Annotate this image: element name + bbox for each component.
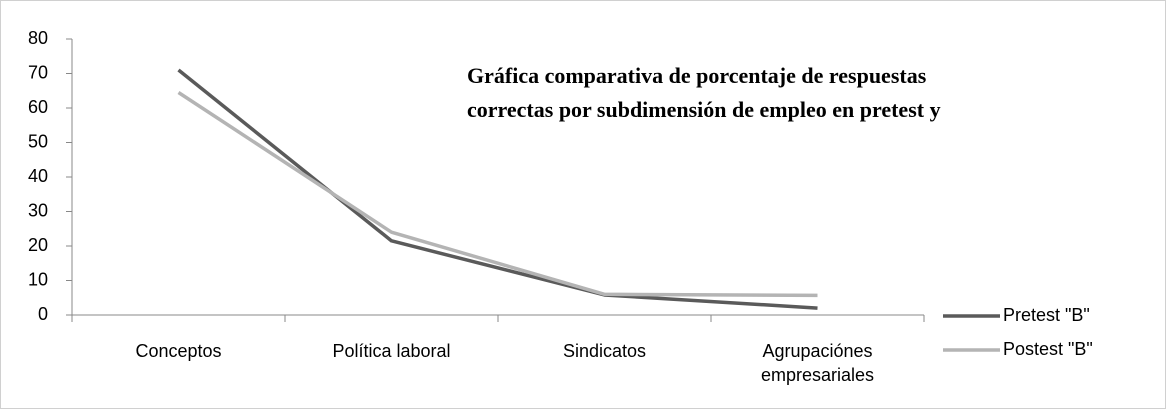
y-tick-label: 0 — [38, 304, 48, 324]
legend-label: Postest "B" — [1003, 339, 1093, 359]
series-line — [177, 91, 818, 298]
chart-title: Gráfica comparativa de porcentaje de res… — [467, 63, 927, 88]
y-tick-label: 20 — [28, 235, 48, 255]
y-tick-label: 50 — [28, 131, 48, 151]
chart-title: correctas por subdimensión de empleo en … — [467, 97, 941, 122]
y-tick-label: 80 — [28, 28, 48, 48]
y-tick-label: 60 — [28, 97, 48, 117]
y-tick-label: 30 — [28, 200, 48, 220]
series-line — [177, 68, 818, 310]
y-tick-label: 70 — [28, 62, 48, 82]
x-tick-label: Política laboral — [332, 341, 451, 361]
y-tick-label: 40 — [28, 166, 48, 186]
legend-label: Pretest "B" — [1003, 305, 1090, 325]
x-tick-label: Conceptos — [135, 341, 222, 361]
x-tick-label: Agrupaciónes empresariales — [760, 341, 875, 385]
x-tick-label: Sindicatos — [562, 341, 647, 361]
y-tick-label: 10 — [28, 269, 48, 289]
